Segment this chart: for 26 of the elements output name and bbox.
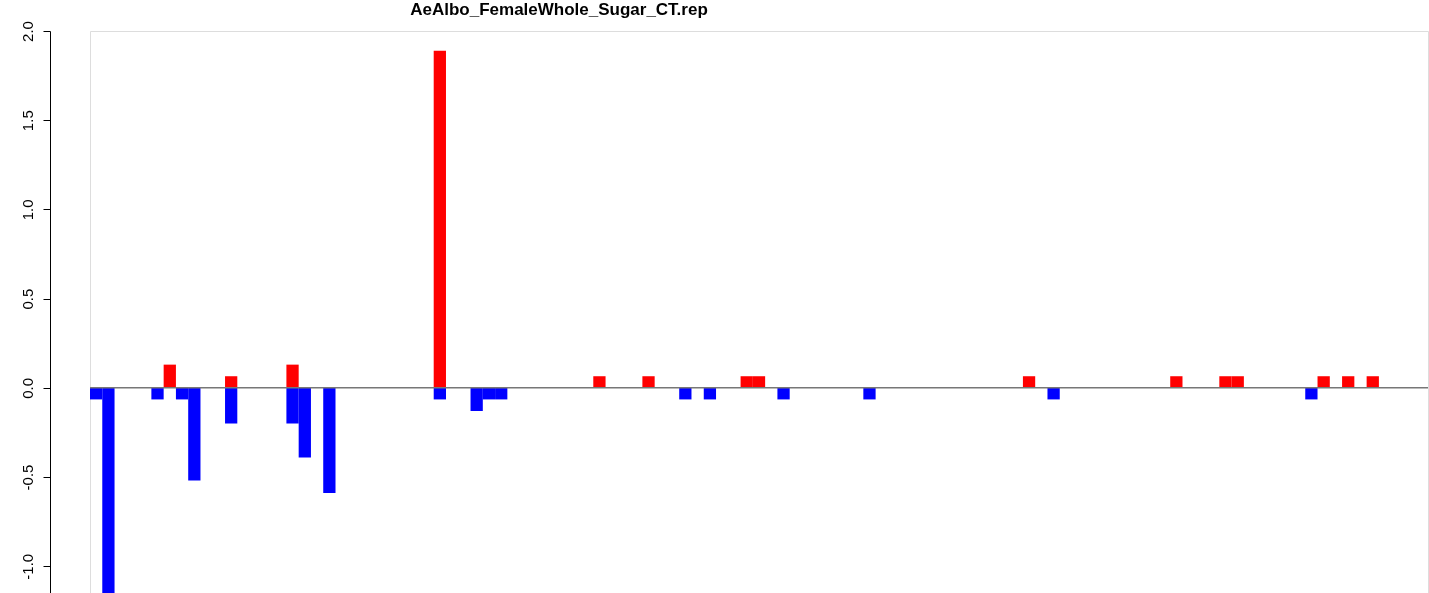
bar xyxy=(777,387,790,400)
y-tick-label: 2.0 xyxy=(18,21,36,42)
bar xyxy=(225,387,238,424)
y-tick-label: -0.5 xyxy=(18,464,36,491)
bar xyxy=(642,376,655,388)
bar xyxy=(1342,376,1355,388)
bar xyxy=(593,376,606,388)
bar xyxy=(1366,376,1379,388)
bar xyxy=(163,364,176,388)
bar xyxy=(433,50,446,388)
bar xyxy=(863,387,876,400)
bar xyxy=(1047,387,1060,400)
y-tick-label: 0.0 xyxy=(18,377,36,399)
bar xyxy=(225,376,238,388)
bar xyxy=(1022,376,1036,388)
y-tick-label: 1.0 xyxy=(18,199,36,221)
bar xyxy=(323,387,336,494)
bar xyxy=(1305,387,1318,400)
chart-title: AeAlbo_FemaleWhole_Sugar_CT.rep xyxy=(410,0,708,19)
bar xyxy=(286,364,299,388)
y-tick-label: 0.5 xyxy=(18,288,36,310)
bar xyxy=(1170,376,1183,388)
y-tick-label: -1.0 xyxy=(18,553,36,580)
bar xyxy=(151,387,164,400)
bar xyxy=(1317,376,1330,388)
y-tick-label: 1.5 xyxy=(18,110,36,132)
